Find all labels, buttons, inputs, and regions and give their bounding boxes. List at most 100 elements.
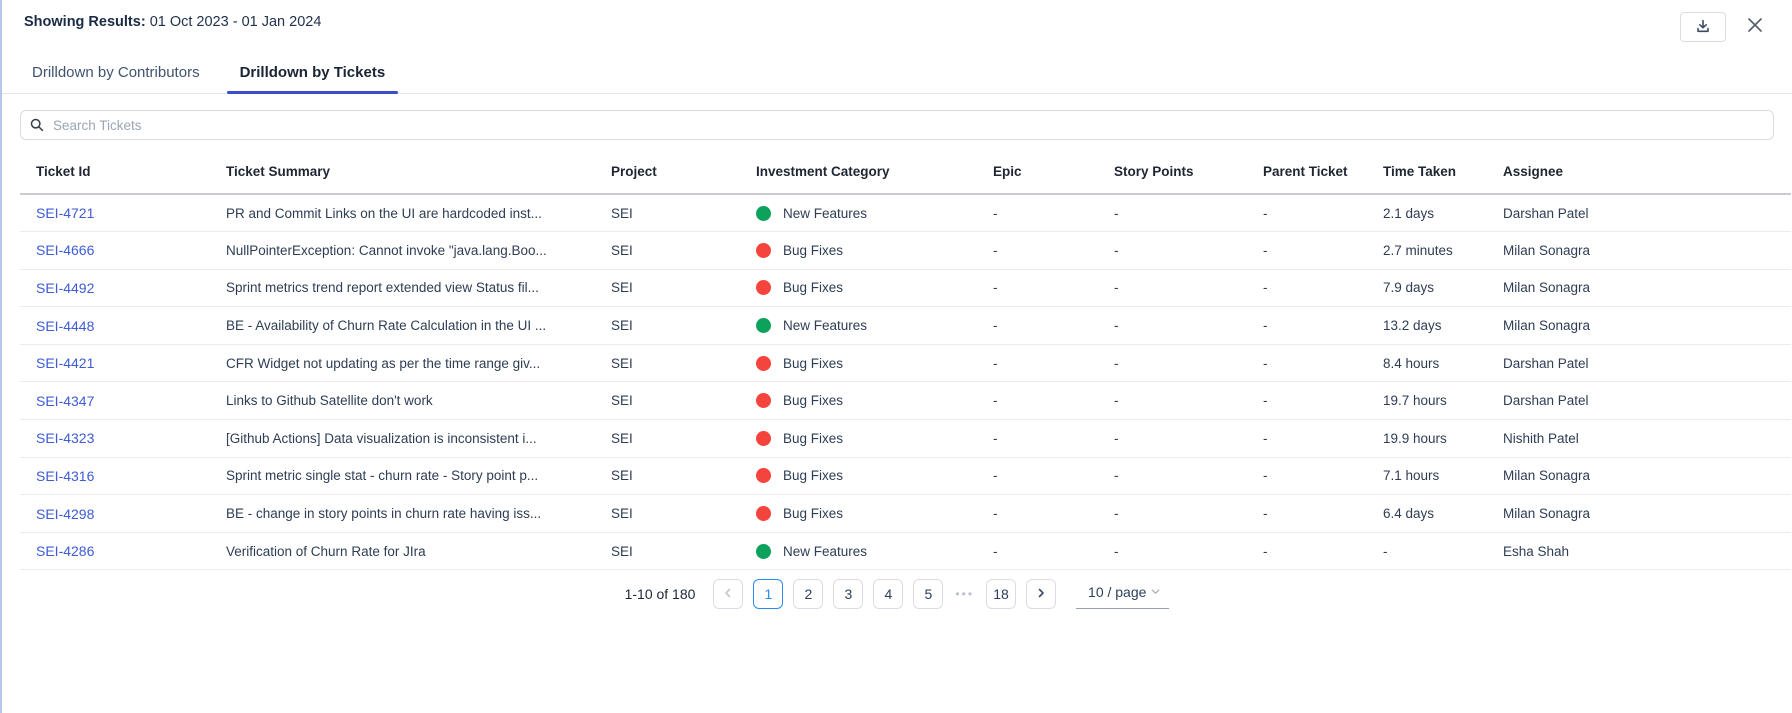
parent-ticket-cell: -: [1263, 318, 1268, 334]
parent-ticket-cell: -: [1263, 543, 1268, 559]
tabs: Drilldown by Contributors Drilldown by T…: [2, 56, 1792, 94]
project-cell: SEI: [611, 393, 633, 409]
ticket-link[interactable]: SEI-4448: [36, 317, 95, 334]
download-icon: [1695, 18, 1711, 37]
column-header-time-taken: Time Taken: [1383, 164, 1457, 179]
ticket-summary-cell: Sprint metrics trend report extended vie…: [226, 280, 539, 296]
assignee-cell: Darshan Patel: [1503, 205, 1589, 221]
pagination-page-3[interactable]: 3: [833, 579, 864, 610]
tickets-table: Ticket Id Ticket Summary Project Investment…: [20, 140, 1791, 570]
category-dot: [756, 280, 771, 296]
column-header-ticket-id: Ticket Id: [36, 164, 91, 179]
assignee-cell: Darshan Patel: [1503, 355, 1589, 371]
ticket-link[interactable]: SEI-4721: [36, 205, 95, 222]
top-bar: Showing Results: 01 Oct 2023 - 01 Jan 20…: [2, 0, 1792, 42]
category-dot: [756, 242, 771, 258]
pagination-page-2[interactable]: 2: [793, 579, 824, 610]
pagination-page-18[interactable]: 18: [986, 579, 1017, 610]
ticket-id-cell: SEI-4286: [20, 532, 226, 570]
showing-results: Showing Results: 01 Oct 2023 - 01 Jan 20…: [24, 12, 321, 30]
page-size-label: 10 / page: [1088, 583, 1147, 600]
epic-cell: -: [993, 280, 998, 296]
ticket-link[interactable]: SEI-4421: [36, 355, 95, 372]
project-cell: SEI: [611, 242, 633, 258]
ticket-summary-cell: NullPointerException: Cannot invoke "jav…: [226, 242, 547, 258]
ticket-link[interactable]: SEI-4347: [36, 392, 95, 409]
ticket-link[interactable]: SEI-4492: [36, 279, 95, 296]
tab-drilldown-by-contributors[interactable]: Drilldown by Contributors: [32, 64, 200, 81]
category-dot: [756, 318, 771, 334]
category-dot: [756, 468, 771, 484]
investment-category-cell: Bug Fixes: [756, 382, 993, 420]
story-points-cell: -: [1114, 506, 1119, 522]
time-taken-cell: -: [1383, 543, 1388, 559]
ticket-link[interactable]: SEI-4316: [36, 467, 95, 484]
time-taken-cell: 19.7 hours: [1383, 393, 1447, 409]
pagination-page-5[interactable]: 5: [913, 579, 944, 610]
category-dot: [756, 543, 771, 559]
ticket-link[interactable]: SEI-4666: [36, 242, 95, 259]
ticket-summary-cell: Links to Github Satellite don't work: [226, 393, 433, 409]
time-taken-cell: 8.4 hours: [1383, 355, 1440, 371]
table-header-row: Ticket Id Ticket Summary Project Investment…: [20, 140, 1791, 194]
story-points-cell: -: [1114, 430, 1119, 446]
assignee-cell: Esha Shah: [1503, 543, 1570, 559]
column-header-assignee: Assignee: [1503, 164, 1564, 179]
ticket-link[interactable]: SEI-4323: [36, 430, 95, 447]
download-button[interactable]: [1680, 12, 1726, 42]
category-label: Bug Fixes: [783, 430, 844, 446]
top-actions: [1680, 12, 1768, 42]
category-dot: [756, 393, 771, 409]
pagination-total: 1-10 of 180: [624, 586, 696, 603]
epic-cell: -: [993, 468, 998, 484]
parent-ticket-cell: -: [1263, 355, 1268, 371]
search-input[interactable]: [20, 110, 1774, 140]
story-points-cell: -: [1114, 205, 1119, 221]
category-label: Bug Fixes: [783, 393, 844, 409]
parent-ticket-cell: -: [1263, 393, 1268, 409]
parent-ticket-cell: -: [1263, 242, 1268, 258]
project-cell: SEI: [611, 543, 633, 559]
category-dot: [756, 205, 771, 221]
story-points-cell: -: [1114, 242, 1119, 258]
epic-cell: -: [993, 318, 998, 334]
investment-category-cell: Bug Fixes: [756, 420, 993, 458]
pagination-next-button[interactable]: [1026, 579, 1057, 610]
ticket-id-cell: SEI-4448: [20, 307, 226, 345]
close-icon: [1745, 15, 1765, 40]
chevron-down-icon: [1150, 584, 1161, 600]
time-taken-cell: 13.2 days: [1383, 318, 1442, 334]
page-size-select[interactable]: 10 / page: [1076, 580, 1170, 609]
close-button[interactable]: [1742, 14, 1768, 40]
time-taken-cell: 2.1 days: [1383, 205, 1435, 221]
story-points-cell: -: [1114, 355, 1119, 371]
search-icon: [29, 117, 45, 138]
category-label: Bug Fixes: [783, 280, 844, 296]
showing-results-label: Showing Results:: [24, 14, 146, 30]
project-cell: SEI: [611, 280, 633, 296]
assignee-cell: Milan Sonagra: [1503, 468, 1591, 484]
ticket-id-cell: SEI-4666: [20, 232, 226, 270]
column-header-parent-ticket: Parent Ticket: [1263, 164, 1348, 179]
pagination-page-4[interactable]: 4: [873, 579, 904, 610]
category-dot: [756, 430, 771, 446]
assignee-cell: Darshan Patel: [1503, 393, 1589, 409]
tab-drilldown-by-tickets[interactable]: Drilldown by Tickets: [226, 56, 399, 94]
investment-category-cell: New Features: [756, 532, 993, 570]
investment-category-cell: Bug Fixes: [756, 495, 993, 533]
pagination-ellipsis[interactable]: •••: [955, 587, 975, 602]
category-dot: [756, 506, 771, 522]
table-row: SEI-4421 CFR Widget not updating as per t…: [20, 344, 1791, 382]
category-label: Bug Fixes: [783, 355, 844, 371]
pagination-page-1[interactable]: 1: [753, 579, 784, 610]
search-bar: [20, 110, 1774, 140]
pagination-prev-button[interactable]: [713, 579, 744, 610]
ticket-link[interactable]: SEI-4286: [36, 543, 95, 560]
ticket-link[interactable]: SEI-4298: [36, 505, 95, 522]
assignee-cell: Milan Sonagra: [1503, 280, 1591, 296]
category-label: New Features: [783, 318, 868, 334]
assignee-cell: Milan Sonagra: [1503, 506, 1591, 522]
date-range: 01 Oct 2023 - 01 Jan 2024: [149, 14, 322, 30]
